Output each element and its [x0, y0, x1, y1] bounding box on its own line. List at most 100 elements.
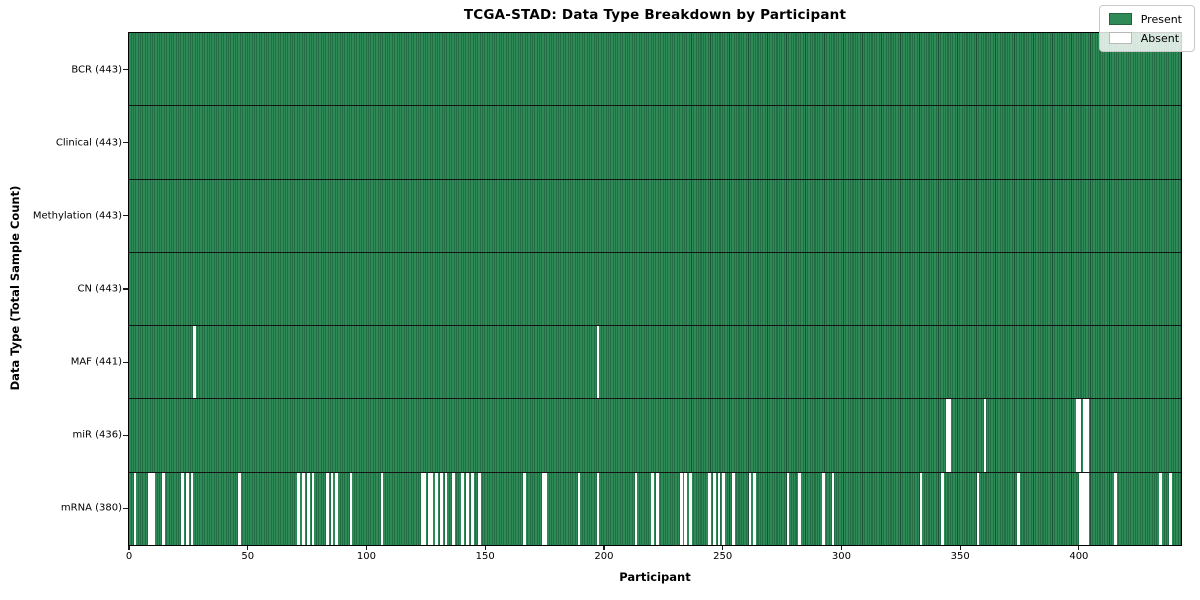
legend-item-present: Present: [1108, 12, 1182, 26]
absent-cell: [596, 326, 600, 399]
absent-cell: [302, 472, 305, 545]
absent-cell: [786, 472, 790, 545]
absent-cell: [1114, 472, 1118, 545]
absent-cell: [634, 472, 638, 545]
heatmap-row-cn: [129, 251, 1181, 326]
absent-cell: [380, 472, 384, 545]
y-tick-mark: [123, 215, 128, 217]
heatmap-row-mir: [129, 398, 1181, 472]
heatmap-row-methylation: [129, 178, 1181, 252]
absent-cell: [919, 472, 923, 545]
plot-area: [128, 32, 1182, 546]
absent-cell: [466, 472, 469, 545]
absent-cell: [976, 472, 980, 545]
absent-cell: [477, 472, 481, 545]
absent-cell: [470, 472, 474, 545]
absent-cell: [1168, 472, 1172, 545]
x-tick-label: 200: [594, 551, 614, 562]
absent-cell: [349, 472, 353, 545]
absent-cell: [753, 472, 757, 545]
absent-cell: [684, 472, 688, 545]
legend-label-absent: Absent: [1140, 31, 1180, 45]
absent-cell: [297, 472, 301, 545]
absent-cell: [983, 399, 987, 472]
absent-cell: [945, 399, 949, 472]
absent-cell: [133, 472, 137, 545]
y-tick-mark: [123, 288, 128, 290]
absent-cell: [430, 472, 434, 545]
absent-cell: [689, 472, 692, 545]
absent-cell: [420, 472, 424, 545]
absent-cell: [748, 472, 752, 545]
absent-cell: [712, 472, 716, 545]
legend: Present Absent: [1098, 5, 1195, 52]
absent-cell: [192, 326, 196, 399]
absent-cell: [1085, 472, 1089, 545]
absent-cell: [428, 472, 431, 545]
y-tick-label: BCR (443): [71, 64, 122, 76]
absent-cell: [655, 472, 659, 545]
absent-cell: [1083, 399, 1087, 472]
x-tick-mark: [484, 546, 486, 550]
absent-cell: [325, 472, 329, 545]
absent-cell: [717, 472, 721, 545]
absent-cell: [238, 472, 241, 545]
chart-title: TCGA-STAD: Data Type Breakdown by Partic…: [463, 7, 847, 23]
absent-cell: [1085, 399, 1089, 472]
absent-cell: [435, 472, 438, 545]
y-tick-label: MAF (441): [70, 356, 122, 368]
absent-cell: [1159, 472, 1163, 545]
absent-cell: [185, 472, 189, 545]
y-tick-label: mRNA (380): [60, 502, 122, 514]
absent-cell: [439, 472, 443, 545]
x-tick-mark: [247, 546, 249, 550]
y-tick-label: miR (436): [72, 429, 122, 441]
x-tick-mark: [840, 546, 842, 550]
x-tick-mark: [1078, 546, 1080, 550]
absent-cell: [831, 472, 835, 545]
y-tick-label: Methylation (443): [32, 210, 122, 222]
absent-cell: [948, 399, 951, 472]
x-tick-label: 250: [713, 551, 733, 562]
absent-cell: [306, 472, 310, 545]
absent-cell: [596, 472, 600, 545]
x-tick-mark: [959, 546, 961, 550]
x-tick-mark: [128, 546, 130, 550]
absent-cell: [577, 472, 581, 545]
x-axis-label: Participant: [619, 570, 691, 584]
absent-cell: [679, 472, 683, 545]
absent-cell: [651, 472, 654, 545]
absent-cell: [335, 472, 339, 545]
absent-cell: [147, 472, 151, 545]
x-tick-label: 400: [1069, 551, 1089, 562]
absent-cell: [311, 472, 315, 545]
absent-cell: [1083, 472, 1087, 545]
absent-cell: [444, 472, 448, 545]
heatmap-row-mrna: [129, 471, 1181, 545]
absent-cell: [542, 472, 545, 545]
y-tick-mark: [123, 361, 128, 363]
present-swatch: [1108, 13, 1132, 25]
absent-cell: [544, 472, 548, 545]
absent-cell: [940, 472, 944, 545]
absent-cell: [1078, 472, 1082, 545]
y-tick-mark: [123, 68, 128, 71]
x-tick-label: 150: [475, 551, 495, 562]
absent-cell: [451, 472, 455, 545]
absent-cell: [330, 472, 334, 545]
x-tick-label: 300: [831, 551, 851, 562]
absent-cell: [1076, 399, 1080, 472]
x-tick-label: 100: [356, 551, 377, 562]
y-axis-label: Data Type (Total Sample Count): [8, 185, 22, 391]
x-tick-label: 350: [950, 551, 970, 562]
x-tick-label: 50: [241, 551, 255, 562]
y-tick-label: Clinical (443): [55, 137, 122, 149]
x-tick-label: 0: [125, 551, 133, 562]
absent-cell: [708, 472, 711, 545]
absent-cell: [461, 472, 465, 545]
y-tick-mark: [123, 434, 128, 436]
absent-cell: [1081, 472, 1084, 545]
legend-label-present: Present: [1140, 12, 1182, 26]
absent-cell: [162, 472, 165, 545]
